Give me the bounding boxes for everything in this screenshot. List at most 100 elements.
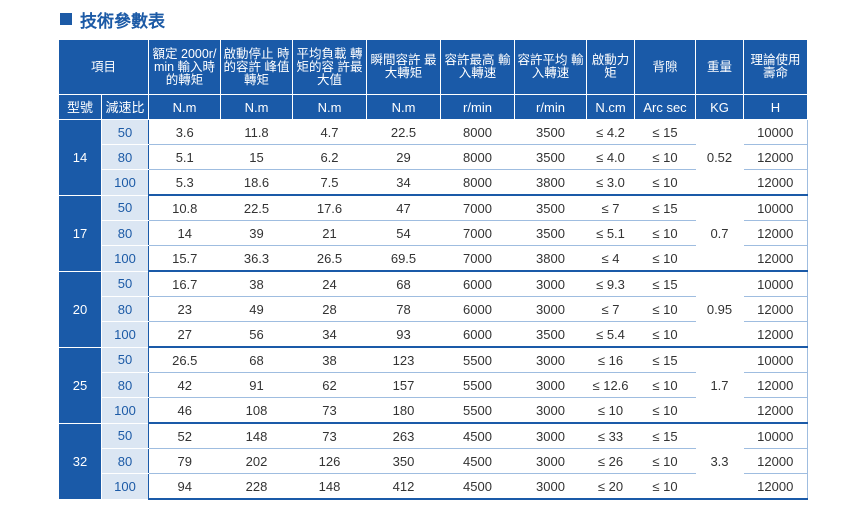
ratio-cell: 100: [101, 245, 149, 272]
weight-cell: 0.52: [695, 119, 744, 196]
instant-max-torque-cell: 47: [366, 195, 441, 221]
weight-cell: 1.7: [695, 347, 744, 424]
table-row: 100 15.7 36.3 26.5 69.5 7000 3800 ≤ 4 ≤ 10 12000: [59, 245, 808, 272]
title-square-icon: [60, 13, 72, 25]
table-row: 80 42 91 62 157 5500 3000 ≤ 12.6 ≤ 10 12000: [59, 372, 808, 398]
unit-life: H: [743, 94, 808, 120]
backlash-cell: ≤ 10: [634, 296, 696, 322]
max-input-speed-cell: 5500: [440, 372, 515, 398]
avg-load-torque-cell: 17.6: [292, 195, 367, 221]
avg-load-torque-cell: 34: [292, 321, 367, 348]
rated-torque-cell: 79: [148, 448, 221, 474]
avg-input-speed-cell: 3500: [514, 119, 587, 145]
peak-torque-cell: 56: [220, 321, 293, 348]
instant-max-torque-cell: 93: [366, 321, 441, 348]
ratio-cell: 80: [101, 144, 149, 170]
header-item: 項目: [58, 39, 149, 95]
rated-torque-cell: 94: [148, 473, 221, 500]
model-cell: 20: [58, 270, 102, 348]
avg-input-speed-cell: 3000: [514, 372, 587, 398]
unit-backlash: Arc sec: [634, 94, 696, 120]
instant-max-torque-cell: 78: [366, 296, 441, 322]
instant-max-torque-cell: 34: [366, 169, 441, 196]
peak-torque-cell: 39: [220, 220, 293, 246]
ratio-cell: 50: [101, 347, 149, 373]
max-input-speed-cell: 4500: [440, 423, 515, 449]
peak-torque-cell: 11.8: [220, 119, 293, 145]
starting-torque-cell: ≤ 3.0: [586, 169, 635, 196]
header-life: 理論使用 壽命: [743, 39, 808, 95]
peak-torque-cell: 68: [220, 347, 293, 373]
instant-max-torque-cell: 180: [366, 397, 441, 424]
peak-torque-cell: 15: [220, 144, 293, 170]
header-starting-torque: 啟動力 矩: [586, 39, 635, 95]
max-input-speed-cell: 6000: [440, 271, 515, 297]
rated-torque-cell: 3.6: [148, 119, 221, 145]
ratio-cell: 80: [101, 448, 149, 474]
starting-torque-cell: ≤ 5.4: [586, 321, 635, 348]
avg-input-speed-cell: 3800: [514, 245, 587, 272]
model-cell: 14: [58, 119, 102, 196]
unit-starting-torque: N.cm: [586, 94, 635, 120]
unit-weight: KG: [695, 94, 744, 120]
rated-torque-cell: 46: [148, 397, 221, 424]
life-cell: 12000: [743, 220, 808, 246]
avg-input-speed-cell: 3500: [514, 144, 587, 170]
unit-avg-load-torque: N.m: [292, 94, 367, 120]
unit-avg-input-speed: r/min: [514, 94, 587, 120]
peak-torque-cell: 108: [220, 397, 293, 424]
rated-torque-cell: 27: [148, 321, 221, 348]
avg-load-torque-cell: 7.5: [292, 169, 367, 196]
starting-torque-cell: ≤ 4.2: [586, 119, 635, 145]
table-row: 25 50 26.5 68 38 123 5500 3000 ≤ 16 ≤ 15 1.7 10000: [58, 346, 808, 424]
backlash-cell: ≤ 15: [634, 195, 696, 221]
backlash-cell: ≤ 10: [634, 321, 696, 348]
avg-input-speed-cell: 3500: [514, 321, 587, 348]
ratio-cell: 100: [101, 321, 149, 348]
spec-table-body: 14 50 3.6 11.8 4.7 22.5 8000 3500 ≤ 4.2 ≤ 15 0.52 1…: [58, 119, 808, 500]
max-input-speed-cell: 8000: [440, 169, 515, 196]
weight-cell: 0.7: [695, 195, 744, 272]
ratio-cell: 100: [101, 473, 149, 500]
unit-rated-torque: N.m: [148, 94, 221, 120]
table-row: 100 94 228 148 412 4500 3000 ≤ 20 ≤ 10 12000: [59, 473, 808, 500]
starting-torque-cell: ≤ 20: [586, 473, 635, 500]
avg-load-torque-cell: 62: [292, 372, 367, 398]
header-row: 項目 額定 2000r/ min 輸入時 的轉矩 啟動停止 時的容許 峰值轉矩 …: [58, 39, 808, 95]
table-row: 80 5.1 15 6.2 29 8000 3500 ≤ 4.0 ≤ 10 12000: [59, 144, 808, 170]
peak-torque-cell: 202: [220, 448, 293, 474]
avg-load-torque-cell: 126: [292, 448, 367, 474]
avg-input-speed-cell: 3000: [514, 397, 587, 424]
avg-input-speed-cell: 3800: [514, 169, 587, 196]
max-input-speed-cell: 8000: [440, 119, 515, 145]
backlash-cell: ≤ 10: [634, 473, 696, 500]
avg-load-torque-cell: 4.7: [292, 119, 367, 145]
avg-load-torque-cell: 73: [292, 397, 367, 424]
instant-max-torque-cell: 69.5: [366, 245, 441, 272]
avg-load-torque-cell: 24: [292, 271, 367, 297]
starting-torque-cell: ≤ 4.0: [586, 144, 635, 170]
table-row: 20 50 16.7 38 24 68 6000 3000 ≤ 9.3 ≤ 15 0.95 10000: [58, 270, 808, 348]
table-row: 80 23 49 28 78 6000 3000 ≤ 7 ≤ 10 12000: [59, 296, 808, 322]
ratio-cell: 50: [101, 195, 149, 221]
ratio-cell: 50: [101, 271, 149, 297]
max-input-speed-cell: 7000: [440, 245, 515, 272]
instant-max-torque-cell: 412: [366, 473, 441, 500]
backlash-cell: ≤ 10: [634, 372, 696, 398]
avg-input-speed-cell: 3000: [514, 423, 587, 449]
header-weight: 重量: [695, 39, 744, 95]
rated-torque-cell: 10.8: [148, 195, 221, 221]
avg-input-speed-cell: 3500: [514, 195, 587, 221]
instant-max-torque-cell: 22.5: [366, 119, 441, 145]
title-text: 技術參數表: [80, 11, 165, 32]
model-cell: 32: [58, 422, 102, 500]
backlash-cell: ≤ 15: [634, 271, 696, 297]
ratio-cell: 80: [101, 372, 149, 398]
instant-max-torque-cell: 123: [366, 347, 441, 373]
header-avg-load-torque: 平均負載 轉矩的容 許最大值: [292, 39, 367, 95]
life-cell: 10000: [743, 347, 808, 373]
avg-load-torque-cell: 6.2: [292, 144, 367, 170]
header-model: 型號: [58, 94, 102, 120]
ratio-cell: 80: [101, 220, 149, 246]
peak-torque-cell: 91: [220, 372, 293, 398]
